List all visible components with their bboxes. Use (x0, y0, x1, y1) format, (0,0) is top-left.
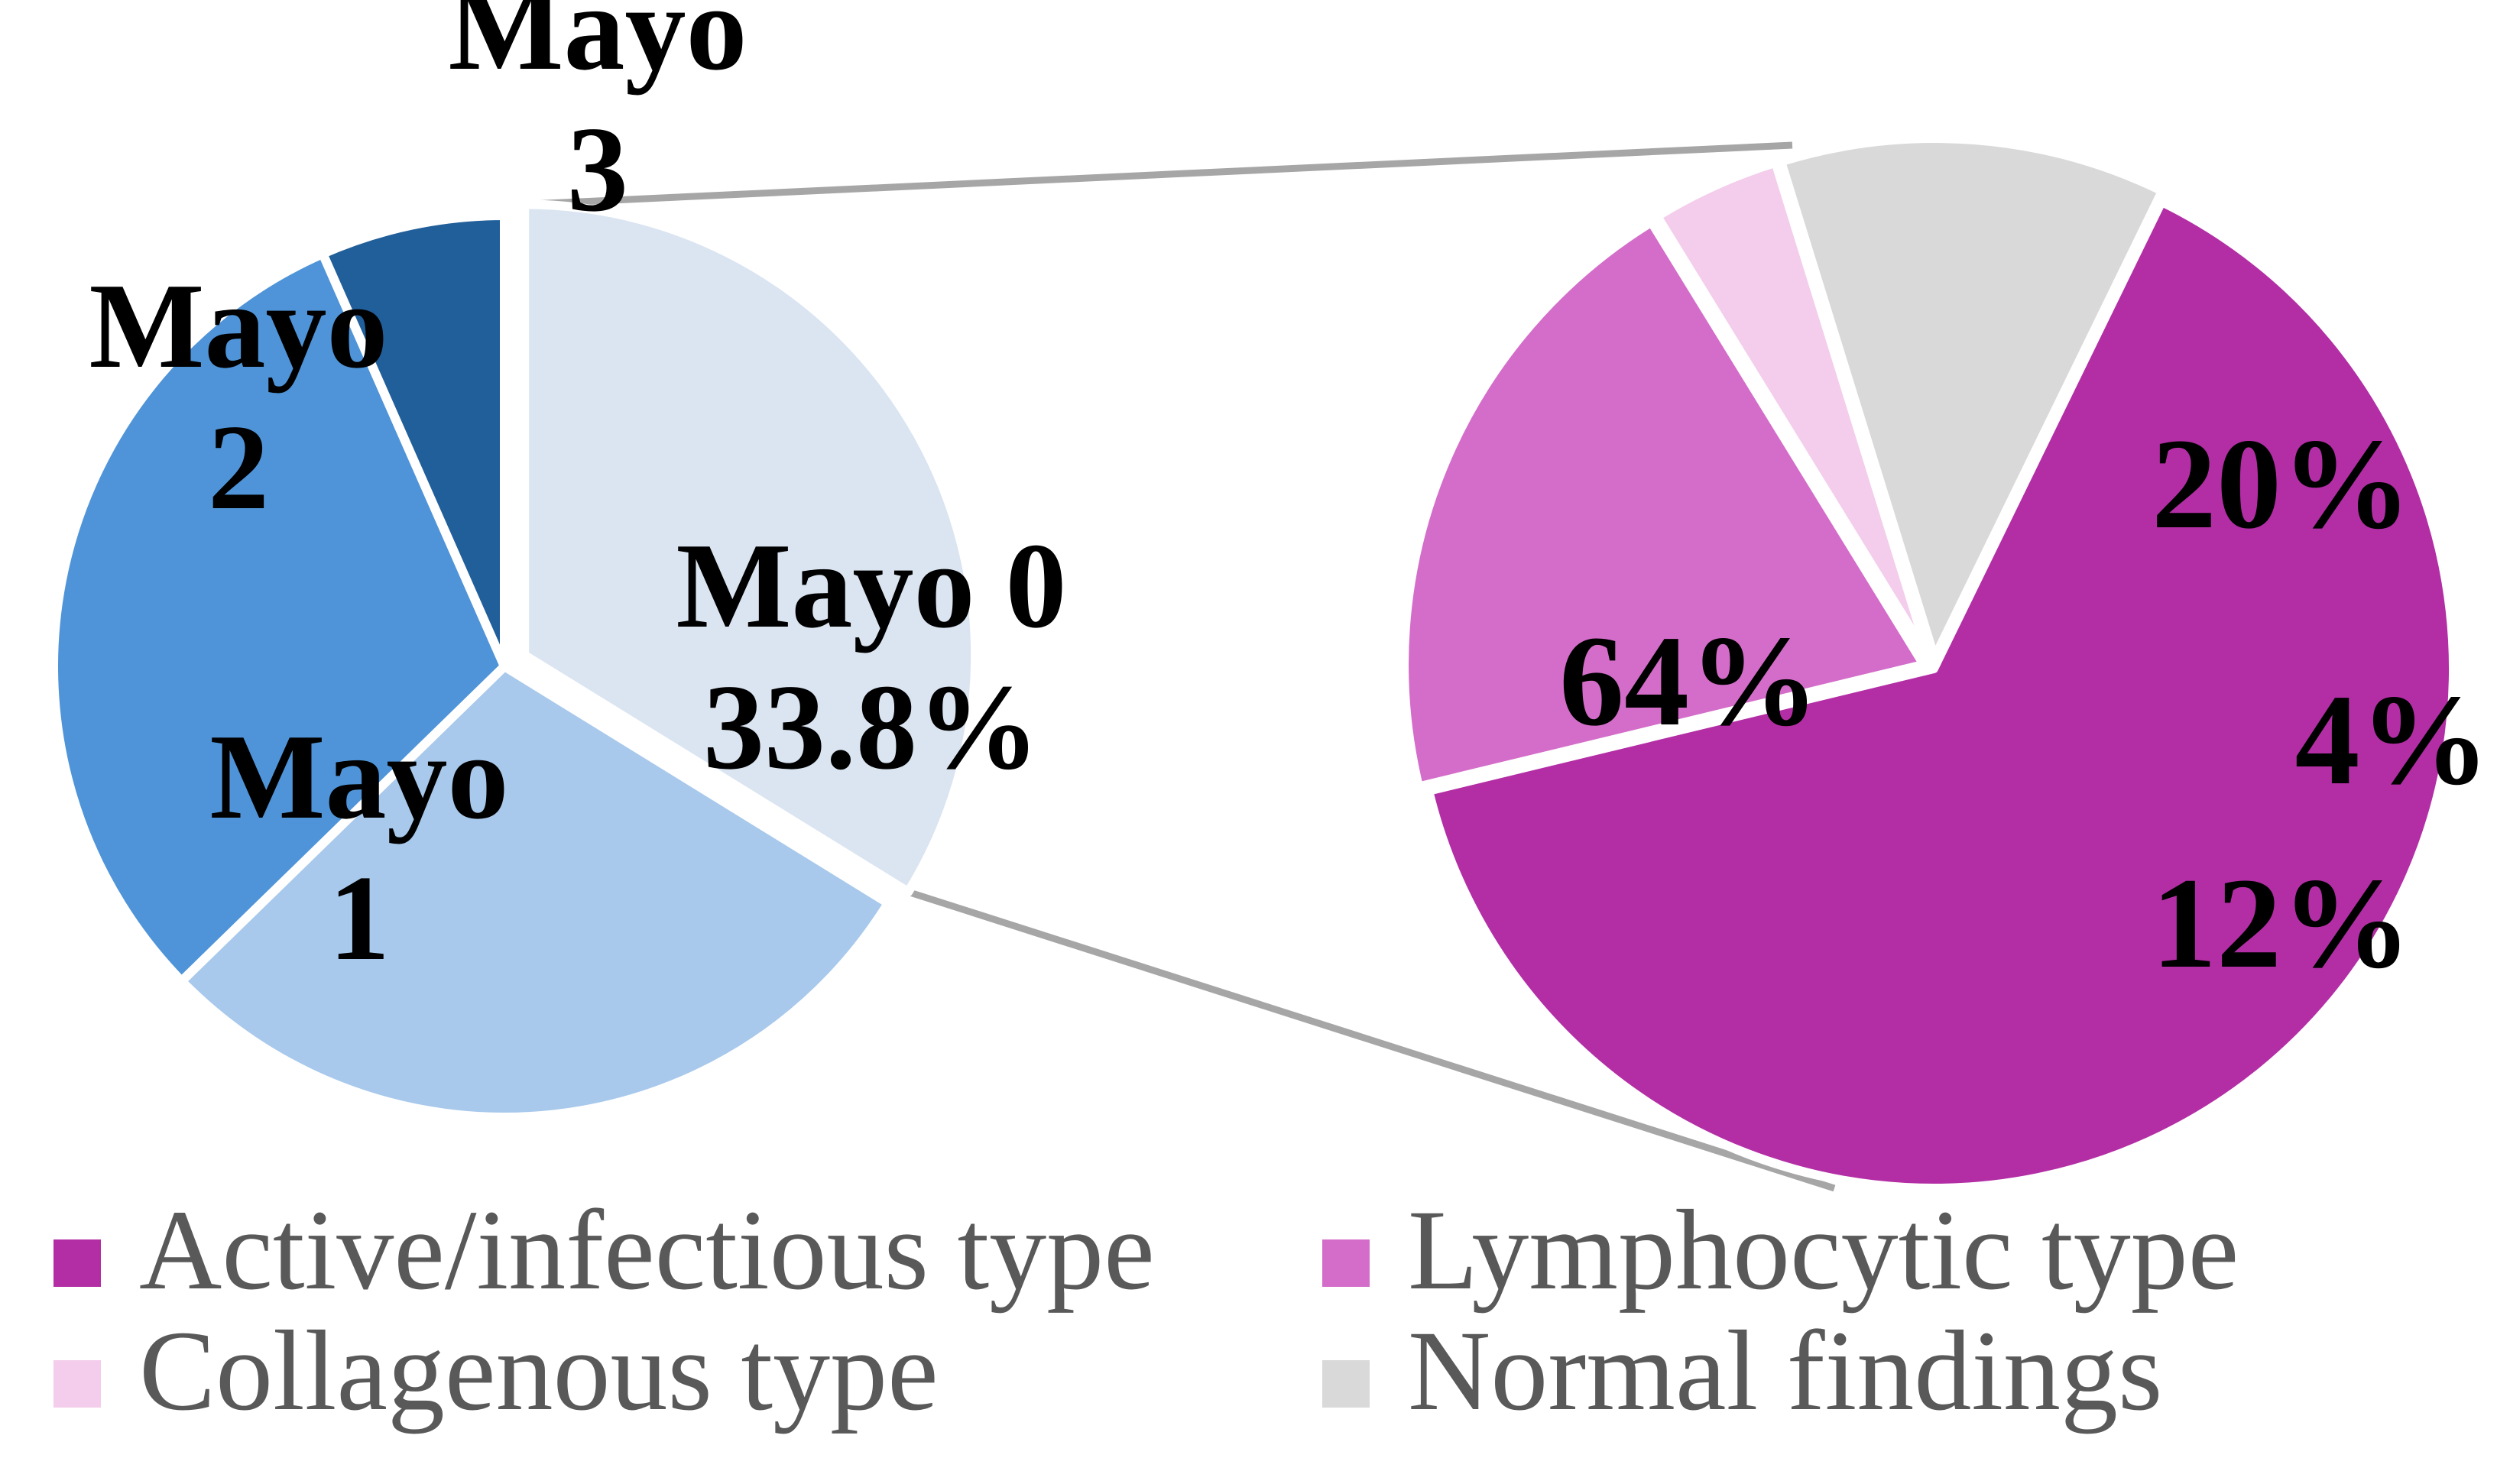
legend-item-normal-findings: Normal findings (1322, 1307, 2162, 1434)
data-label-mayo-0: Mayo 0 33.8% (676, 517, 1066, 795)
pie-slice-mayo-0 (520, 199, 981, 897)
data-label-mayo-1: Mayo 1 (209, 708, 508, 986)
legend-item-active-infectious-type: Active/infectious type (54, 1187, 1155, 1314)
legend-swatch (54, 1239, 101, 1287)
legend-label: Collagenous type (139, 1307, 939, 1434)
legend-swatch (1322, 1239, 1370, 1287)
secondary-pie (1399, 134, 2459, 1193)
connector-lines (524, 141, 1836, 1192)
legend: Active/infectious type Lymphocytic type Co… (54, 1187, 2239, 1434)
legend-label: Normal findings (1408, 1307, 2162, 1434)
pie-slice-lymphocytic-type (1399, 217, 1929, 792)
primary-pie-labels: Mayo 0 33.8% Mayo 1 Mayo 2 Mayo 3 (89, 0, 1066, 986)
connector-line-top (524, 141, 1793, 208)
secondary-pie-labels: 64% 20% 4% 12% (1559, 412, 2490, 995)
pie-slice-collagenous-type (1652, 157, 1934, 664)
data-label-collagenous-type: 4% (2295, 668, 2490, 812)
pie-slice-mayo-3 (318, 211, 509, 671)
legend-label: Lymphocytic type (1408, 1187, 2239, 1314)
legend-item-lymphocytic-type: Lymphocytic type (1322, 1187, 2239, 1314)
legend-swatch (1322, 1360, 1370, 1408)
legend-item-collagenous-type: Collagenous type (54, 1307, 939, 1434)
data-label-active-infectious-type: 64% (1559, 609, 1819, 753)
pie-slice-active-infectious-type (1424, 196, 2459, 1193)
pie-slice-mayo-2 (49, 249, 509, 986)
data-label-normal-findings: 12% (2152, 851, 2411, 995)
pie-slice-mayo-1 (177, 662, 893, 1122)
data-label-mayo-3: Mayo 3 (448, 0, 747, 237)
data-label-lymphocytic-type: 20% (2152, 412, 2411, 556)
connector-line-bottom (906, 888, 1836, 1192)
legend-swatch (54, 1360, 101, 1408)
legend-label: Active/infectious type (139, 1187, 1155, 1314)
data-label-mayo-2: Mayo 2 (89, 258, 388, 535)
pie-slice-normal-findings (1775, 134, 2168, 663)
primary-pie (49, 199, 981, 1122)
